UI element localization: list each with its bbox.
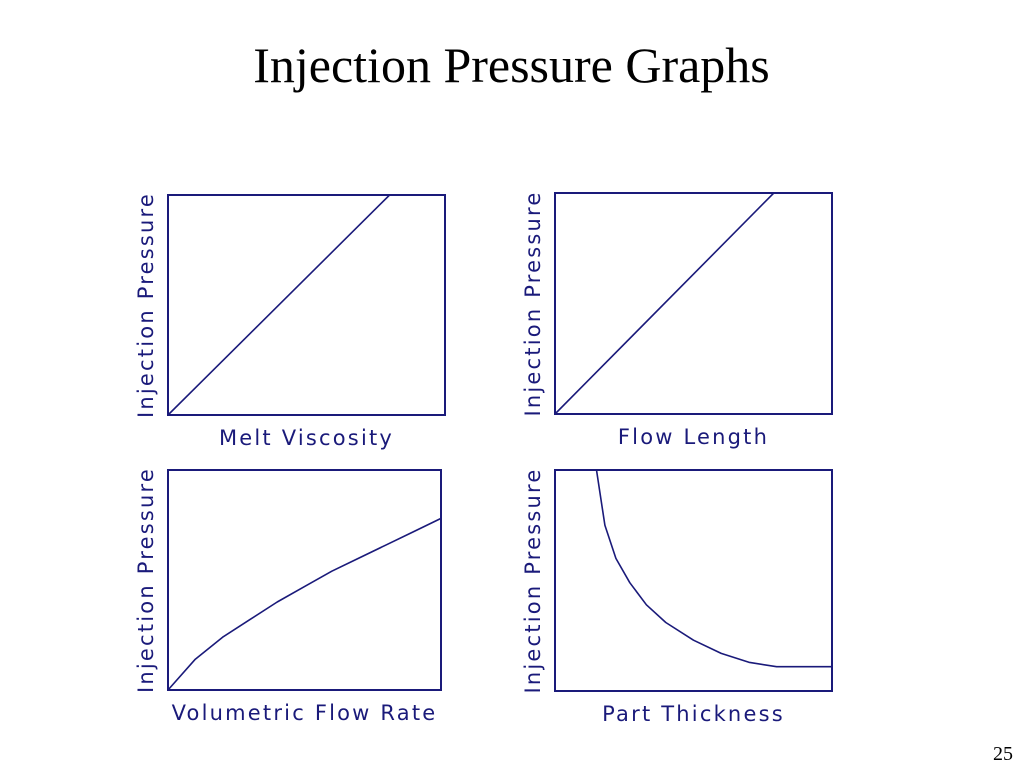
x-axis-label: Melt Viscosity: [219, 426, 394, 450]
page-number: 25: [993, 743, 1013, 765]
y-axis-label: Injection Pressure: [134, 192, 158, 418]
plot-frame: [167, 469, 442, 691]
y-axis-label: Injection Pressure: [521, 468, 545, 694]
series-line-1: [554, 192, 775, 415]
x-axis-label: Volumetric Flow Rate: [172, 701, 438, 725]
chart-panel-2: Flow Length Injection Pressure: [521, 191, 833, 449]
series-line-1: [595, 469, 832, 668]
plot-frame: [554, 192, 833, 415]
series-line-1: [167, 517, 442, 691]
slide-title: Injection Pressure Graphs: [253, 37, 770, 93]
x-axis-label: Flow Length: [618, 425, 769, 449]
y-axis-label: Injection Pressure: [134, 467, 158, 693]
chart-panel-1: Melt Viscosity Injection Pressure: [134, 192, 446, 450]
plot-frame: [554, 469, 833, 692]
chart-panel-3: Volumetric Flow Rate Injection Pressure: [134, 467, 442, 725]
y-axis-label: Injection Pressure: [521, 191, 545, 417]
series-line-1: [167, 194, 391, 416]
x-axis-label: Part Thickness: [602, 702, 785, 726]
plot-frame: [167, 194, 446, 416]
chart-panel-4: Part Thickness Injection Pressure: [521, 468, 833, 726]
